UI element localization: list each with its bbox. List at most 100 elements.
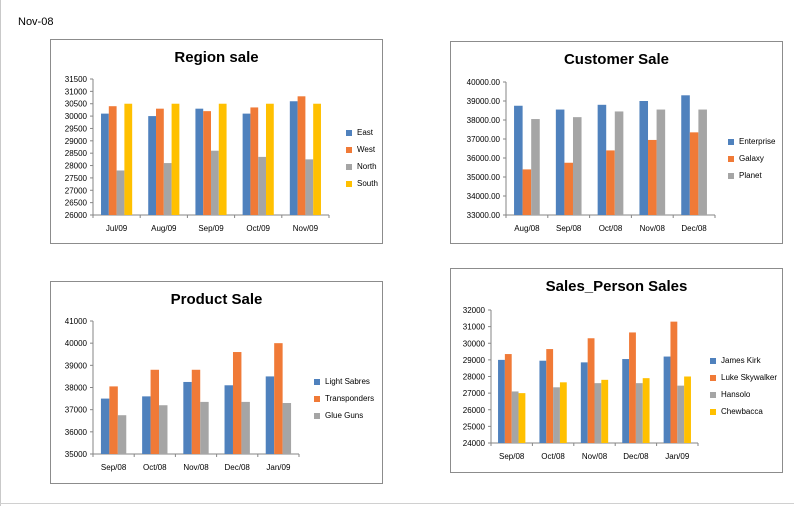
region-sale-chart[interactable]: Region sale 26000 26500 27000 27500 28000 2850… (50, 39, 383, 244)
y-tick-label: 28000 (65, 162, 88, 171)
x-tick-label: Oct/08 (599, 224, 623, 233)
bar-west (156, 108, 164, 215)
bar-luke-skywalker (587, 338, 595, 443)
y-tick-label: 24000 (463, 439, 486, 448)
legend-item: South (346, 175, 378, 192)
bar-north (163, 163, 172, 215)
bar-chewbacca (601, 379, 609, 443)
legend-label: Glue Guns (325, 411, 364, 420)
bar-hansolo (635, 383, 643, 443)
bar-chewbacca (642, 378, 650, 443)
legend-label: East (357, 128, 374, 137)
legend-item: Planet (728, 167, 775, 184)
bar-west (250, 107, 259, 215)
x-tick-label: Aug/08 (514, 224, 540, 233)
chart-title: Sales_Person Sales (545, 278, 688, 295)
bar-north (116, 170, 125, 215)
x-tick-label: Sep/08 (556, 224, 582, 233)
y-tick-label: 29500 (65, 124, 88, 133)
y-tick-label: 26500 (65, 199, 88, 208)
bar-west (297, 96, 306, 215)
sheet-left-edge (0, 0, 1, 506)
y-tick-label: 36000.00 (467, 154, 501, 163)
y-tick-label: 28500 (65, 149, 88, 158)
chart-plot-area: 35000 36000 37000 38000 39000 40000 41000 Sep/0… (65, 317, 300, 472)
bar-light-sabres (224, 385, 233, 454)
bar-hansolo (511, 391, 519, 443)
x-tick-label: Nov/08 (183, 463, 209, 472)
bar-enterprise (597, 104, 607, 215)
legend-item: Transponders (314, 390, 374, 407)
legend-label: Light Sabres (325, 377, 370, 386)
legend-swatch (346, 180, 352, 187)
bar-glue-guns (241, 401, 250, 454)
bar-galaxy (522, 169, 532, 215)
legend-item: Light Sabres (314, 373, 374, 390)
bar-glue-guns (159, 405, 168, 454)
chart-plot-area: 26000 26500 27000 27500 28000 28500 29000 29500… (65, 75, 330, 233)
legend-label: Luke Skywalker (721, 373, 778, 382)
x-tick-label: Dec/08 (225, 463, 251, 472)
y-tick-label: 41000 (65, 317, 88, 326)
chart-legend: East West North South (346, 124, 378, 192)
chart-legend: James Kirk Luke Skywalker Hansolo Chewbacca (710, 352, 777, 420)
y-tick-label: 26000 (463, 406, 486, 415)
bar-chewbacca (684, 376, 691, 443)
bar-north (258, 156, 266, 215)
bar-glue-guns (117, 415, 127, 454)
chart-legend: Light Sabres Transponders Glue Guns (314, 373, 374, 424)
legend-label: Planet (739, 171, 762, 180)
bar-east (195, 108, 204, 215)
legend-swatch (346, 146, 352, 153)
bar-hansolo (677, 385, 685, 443)
bar-glue-guns (282, 403, 292, 454)
bar-enterprise (514, 105, 523, 215)
bar-enterprise (639, 101, 649, 215)
legend-item: Hansolo (710, 386, 777, 403)
legend-label: Enterprise (739, 137, 776, 146)
chart-plot-area: 24000 25000 26000 27000 28000 29000 30000 31000… (463, 306, 699, 461)
y-tick-label: 29000 (463, 356, 486, 365)
bar-south (218, 103, 227, 215)
y-tick-label: 40000.00 (467, 78, 501, 87)
bar-james-kirk (498, 359, 505, 443)
bar-galaxy (606, 150, 615, 215)
y-tick-label: 31500 (65, 75, 88, 84)
bar-east (242, 113, 251, 215)
legend-label: Hansolo (721, 390, 751, 399)
bar-galaxy (564, 162, 573, 215)
product-sale-chart[interactable]: Product Sale 35000 36000 37000 38000 39000 400… (50, 281, 383, 484)
legend-swatch (710, 374, 716, 381)
legend-label: South (357, 179, 378, 188)
sheet-date-label: Nov-08 (18, 16, 54, 28)
legend-swatch (710, 408, 716, 415)
legend-label: North (357, 162, 377, 171)
y-tick-label: 39000.00 (467, 97, 501, 106)
customer-sale-chart[interactable]: Customer Sale 33000.00 34000.00 35000.00 360… (450, 41, 783, 244)
bar-james-kirk (622, 359, 630, 443)
bar-planet (656, 109, 666, 215)
y-tick-label: 30500 (65, 100, 88, 109)
bar-chewbacca (559, 382, 567, 443)
bar-transponders (274, 343, 283, 454)
bar-light-sabres (142, 396, 151, 454)
y-tick-label: 28000 (463, 373, 486, 382)
legend-swatch (728, 172, 734, 179)
bar-planet (698, 109, 707, 215)
legend-swatch (314, 412, 320, 419)
x-tick-label: Nov/09 (293, 224, 319, 233)
x-tick-label: Oct/08 (541, 452, 565, 461)
y-tick-label: 38000.00 (467, 116, 501, 125)
bar-south (313, 103, 321, 215)
bar-west (108, 106, 117, 215)
y-tick-label: 35000.00 (467, 173, 501, 182)
bar-hansolo (553, 387, 560, 443)
sales-person-sales-chart[interactable]: Sales_Person Sales 24000 25000 26000 27000 28… (450, 268, 783, 473)
legend-label: Galaxy (739, 154, 764, 163)
bar-enterprise (555, 109, 565, 215)
bar-transponders (150, 369, 160, 454)
x-tick-label: Jan/09 (665, 452, 690, 461)
x-tick-label: Oct/09 (246, 224, 270, 233)
bar-north (211, 150, 219, 215)
bar-planet (572, 117, 582, 215)
